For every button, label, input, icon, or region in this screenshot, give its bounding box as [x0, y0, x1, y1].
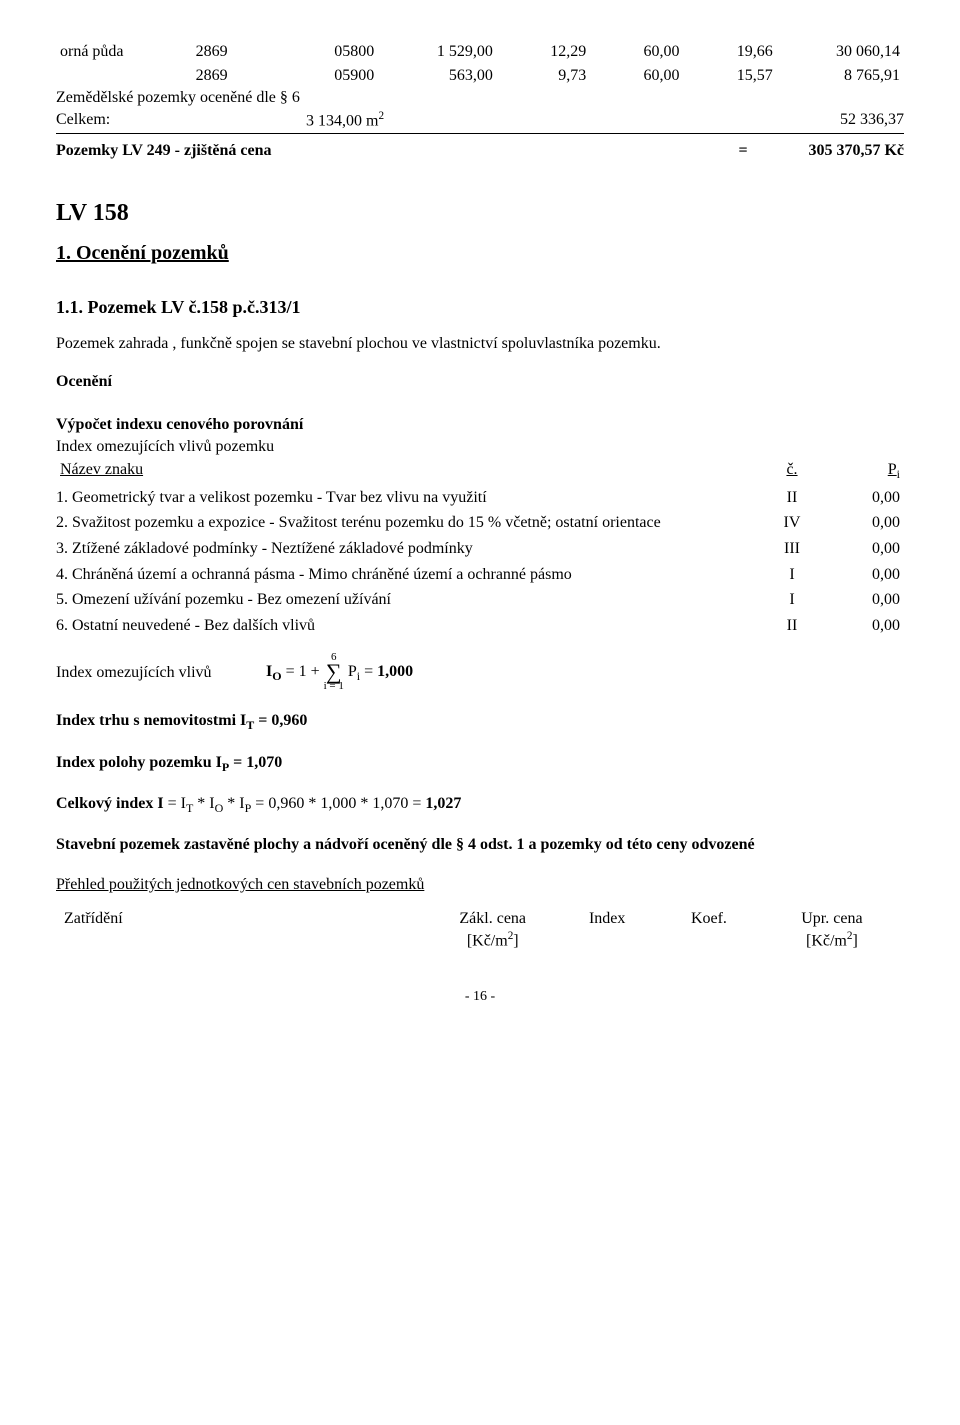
formula-rhs: Pi = 1,000 [348, 661, 413, 684]
vypocet-title: Výpočet indexu cenového porovnání [56, 414, 904, 436]
lv249-label: Pozemky LV 249 - zjištěná cena [56, 140, 272, 162]
index-omez-title: Index omezujících vlivů pozemku [56, 436, 904, 458]
header-p: Pi [826, 457, 904, 484]
table-row: orná půda2869058001 529,0012,2960,0019,6… [56, 40, 904, 64]
table-row: 6. Ostatní neuvedené - Bez dalších vlivů… [56, 613, 904, 639]
stavebni-line: Stavební pozemek zastavěné plochy a nádv… [56, 834, 904, 856]
page-number: - 16 - [56, 988, 904, 1007]
znaky-header-row: Název znaku č. Pi [56, 457, 904, 484]
col-zakl-cena: Zákl. cena [Kč/m2] [429, 906, 556, 955]
lv249-value: 305 370,57 Kč [808, 140, 904, 162]
table-row: 1. Geometrický tvar a velikost pozemku -… [56, 485, 904, 511]
pozemek-description: Pozemek zahrada , funkčně spojen se stav… [56, 333, 904, 355]
col-koef: Koef. [658, 906, 760, 955]
formula-expression: IO = 1 + [266, 661, 320, 684]
zatrideni-header-row: Zatřídění Zákl. cena [Kč/m2] Index Koef.… [56, 906, 904, 955]
celkovy-index: Celkový index I = IT * IO * IP = 0,960 *… [56, 793, 904, 816]
header-c: č. [758, 457, 826, 484]
formula-row: Index omezujících vlivů IO = 1 + 6 ∑ i =… [56, 652, 904, 692]
celkem-label: Celkem: [56, 109, 306, 132]
zatrideni-table: Zatřídění Zákl. cena [Kč/m2] Index Koef.… [56, 906, 904, 955]
prehled-line: Přehled použitých jednotkových cen stave… [56, 874, 904, 896]
col-zatrideni: Zatřídění [56, 906, 429, 955]
sigma-icon: 6 ∑ i = 1 [324, 652, 344, 692]
header-nazev: Název znaku [56, 457, 758, 484]
pozemek-lv-heading: 1.1. Pozemek LV č.158 p.č.313/1 [56, 295, 904, 319]
oceneni-label: Ocenění [56, 371, 904, 393]
table-row: 286905900563,009,7360,0015,578 765,91 [56, 64, 904, 88]
col-index: Index [556, 906, 658, 955]
lv249-row: Pozemky LV 249 - zjištěná cena = 305 370… [56, 140, 904, 162]
celkem-area: 3 134,00 m2 [306, 109, 384, 132]
table-row: 5. Omezení užívání pozemku - Bez omezení… [56, 587, 904, 613]
celkem-total: 52 336,37 [840, 109, 904, 132]
znaky-table: Název znaku č. Pi 1. Geometrický tvar a … [56, 457, 904, 638]
formula-label: Index omezujících vlivů [56, 662, 266, 684]
index-polohy: Index polohy pozemku IP = 1,070 [56, 752, 904, 775]
table-row: 4. Chráněná území a ochranná pásma - Mim… [56, 562, 904, 588]
index-trhu: Index trhu s nemovitostmi IT = 0,960 [56, 710, 904, 733]
divider [56, 133, 904, 134]
col-upr-cena: Upr. cena [Kč/m2] [760, 906, 904, 955]
lv158-title: LV 158 [56, 197, 904, 229]
table-row: 3. Ztížené základové podmínky - Neztížen… [56, 536, 904, 562]
soil-table: orná půda2869058001 529,0012,2960,0019,6… [56, 40, 904, 87]
table-row: 2. Svažitost pozemku a expozice - Svažit… [56, 510, 904, 536]
oceneni-pozemku-heading: 1. Ocenění pozemků [56, 240, 904, 267]
zem-line: Zemědělské pozemky oceněné dle § 6 [56, 87, 904, 109]
equals-sign: = [738, 140, 808, 162]
celkem-row: Celkem: 3 134,00 m2 52 336,37 [56, 109, 904, 132]
